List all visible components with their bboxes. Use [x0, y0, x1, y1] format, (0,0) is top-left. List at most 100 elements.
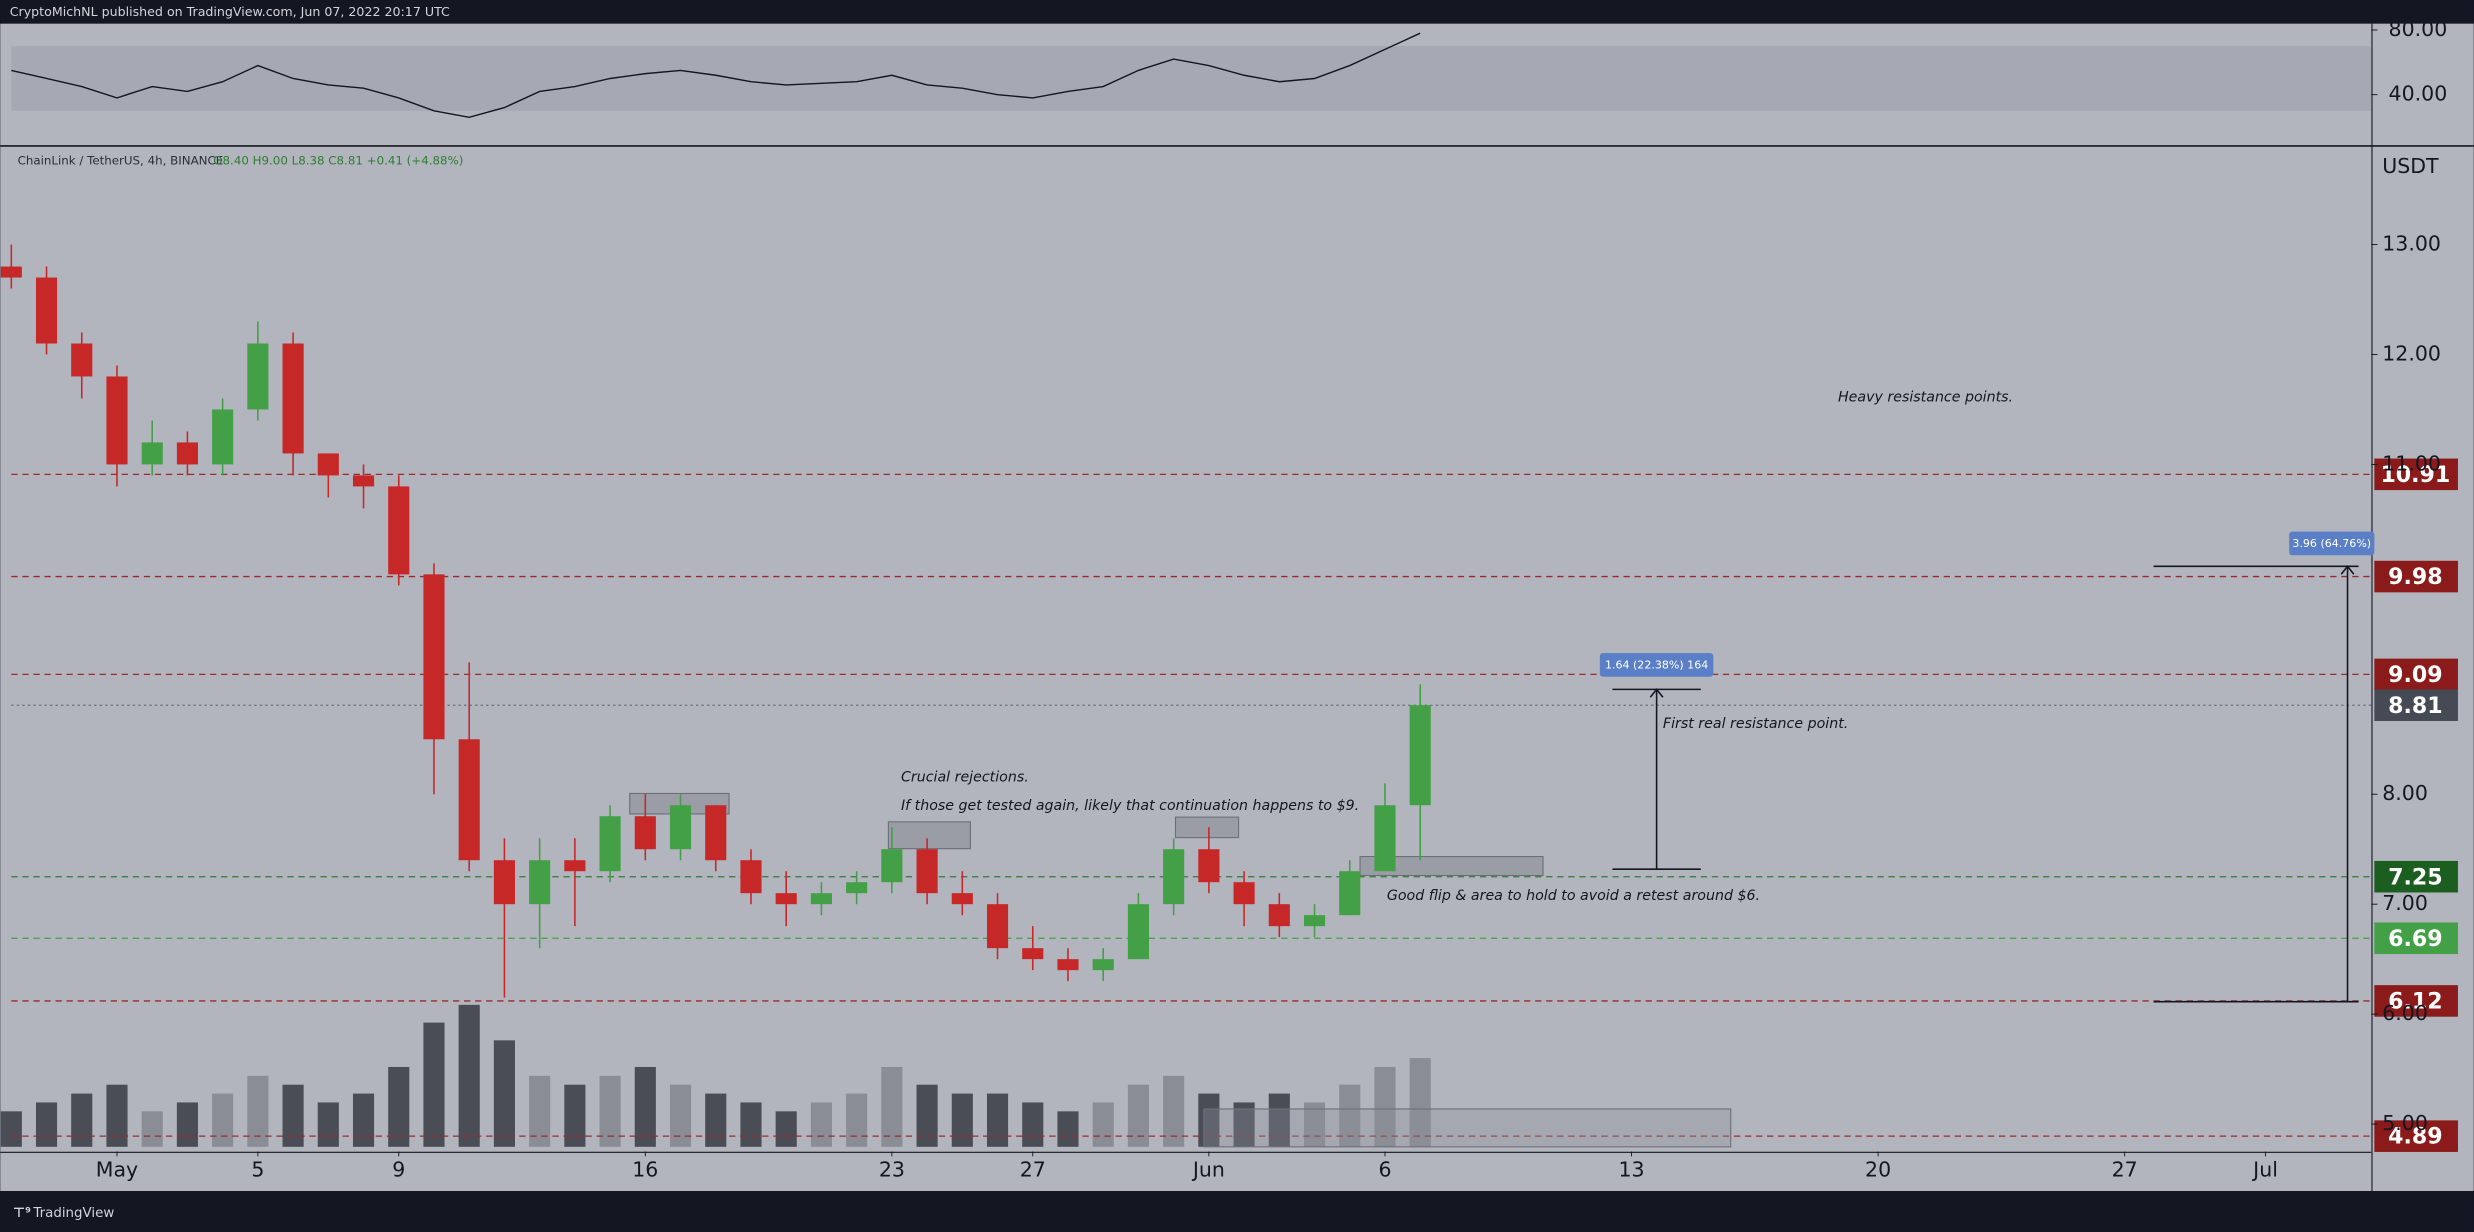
level-label: 8.81 — [2388, 694, 2442, 719]
y-tick-label: 7.00 — [2382, 891, 2428, 915]
zone-box — [887, 821, 971, 850]
volume-bar — [740, 1102, 762, 1147]
x-tick-label: 16 — [632, 1157, 658, 1181]
measure-box — [1599, 653, 1714, 677]
candle-body — [388, 486, 410, 575]
candle-body — [1268, 904, 1290, 927]
candle-body — [951, 893, 973, 905]
volume-bar — [282, 1084, 304, 1147]
candle-body — [705, 805, 727, 861]
candle-body — [493, 860, 515, 905]
x-tick-label: Jul — [2251, 1157, 2278, 1181]
candle-body — [740, 860, 762, 894]
volume-bar — [564, 1084, 586, 1147]
volume-bar — [388, 1066, 410, 1147]
volume-bar — [1092, 1102, 1114, 1147]
volume-bar — [493, 1040, 515, 1147]
candle-body — [1022, 948, 1044, 960]
level-tag — [2374, 458, 2458, 491]
level-tag — [2374, 658, 2458, 691]
level-tag — [2374, 560, 2458, 593]
y-tick-label: 6.00 — [2382, 1001, 2428, 1025]
zone-box — [1203, 1108, 1732, 1148]
volume-bar — [775, 1111, 797, 1147]
candle-body — [1163, 849, 1185, 905]
level-tag — [2374, 1120, 2458, 1152]
zone-box — [1174, 816, 1240, 839]
level-tag — [2374, 985, 2458, 1017]
candle-body — [1233, 882, 1255, 905]
candle-body — [317, 453, 339, 476]
measure-labels: 1.64 (22.38%) 164 3.96 (64.76%) — [1599, 531, 2375, 677]
annotation: Heavy resistance points. — [1838, 390, 2013, 406]
candle-body — [1374, 805, 1396, 872]
volume-bar — [1268, 1093, 1290, 1147]
rsi-band — [11, 46, 2372, 111]
annotation: First real resistance point. — [1663, 716, 1848, 732]
rsi-pane: 80.00 40.00 — [11, 17, 2448, 119]
candle-body — [916, 849, 938, 894]
candle-body — [1057, 959, 1079, 971]
y-tick-label: 13.00 — [2382, 232, 2441, 256]
candle-body — [1127, 904, 1149, 960]
x-tick-label: 9 — [392, 1157, 405, 1181]
x-tick-label: 5 — [251, 1157, 264, 1181]
candle-body — [141, 442, 163, 465]
candle-body — [846, 882, 868, 894]
volume-bar — [669, 1084, 692, 1147]
candle-body — [71, 343, 93, 377]
volume-bar — [846, 1093, 868, 1147]
level-tag — [2374, 922, 2458, 955]
candle-body — [669, 805, 692, 850]
level-label: 4.89 — [2388, 1125, 2442, 1150]
candles — [0, 244, 1431, 998]
candle-body — [634, 816, 656, 850]
volume-bar — [705, 1093, 727, 1147]
drawings — [629, 565, 2359, 1148]
volume-bar — [916, 1084, 938, 1147]
candle-body — [881, 849, 903, 883]
candle-body — [775, 893, 797, 905]
candle-body — [282, 343, 304, 454]
volume-bar — [212, 1093, 234, 1147]
candle-body — [0, 266, 22, 278]
volume-bar — [1339, 1084, 1361, 1147]
rsi-tick-label: 40.00 — [2389, 82, 2448, 106]
level-tag — [2374, 860, 2458, 893]
x-tick-label: May — [96, 1157, 138, 1181]
candle-body — [106, 376, 128, 465]
candle-body — [176, 442, 198, 465]
measure-arrow — [1649, 688, 1664, 698]
volume-bar — [529, 1075, 551, 1147]
zone-box — [1359, 856, 1544, 877]
x-tick-label: 13 — [1618, 1157, 1644, 1181]
x-tick-label: 23 — [879, 1157, 905, 1181]
level-label: 10.91 — [2380, 463, 2450, 488]
volume-bar — [0, 1111, 22, 1147]
y-tick-label: 8.00 — [2382, 781, 2428, 805]
candle-body — [599, 816, 621, 872]
annotation: Good flip & area to hold to avoid a rete… — [1387, 888, 1760, 904]
candle-body — [986, 904, 1009, 949]
volume-bar — [599, 1075, 621, 1147]
candle-body — [212, 409, 234, 465]
candle-body — [810, 893, 832, 905]
candle-body — [35, 277, 58, 344]
measure-label: 3.96 (64.76%) — [2292, 537, 2371, 550]
levels: 10.91 9.98 9.09 8.81 7.25 6.69 6.12 4.89 — [11, 458, 2458, 1152]
candle-body — [352, 475, 375, 487]
candle-body — [564, 860, 586, 872]
volume-bar — [176, 1102, 198, 1147]
y-tick-label: 12.00 — [2382, 341, 2441, 365]
annotations: Heavy resistance points. Crucial rejecti… — [901, 390, 2013, 904]
brand: TradingView — [32, 1206, 114, 1221]
volume-bar — [247, 1075, 269, 1147]
annotation: If those get tested again, likely that c… — [901, 798, 1359, 814]
volume-bar — [1022, 1102, 1044, 1147]
volume-bar — [141, 1111, 163, 1147]
level-label: 6.69 — [2388, 927, 2442, 952]
ohlc: O8.40 H9.00 L8.38 C8.81 +0.41 (+4.88%) — [213, 153, 463, 167]
volume-bar — [106, 1084, 128, 1147]
level-tag — [2374, 689, 2458, 721]
